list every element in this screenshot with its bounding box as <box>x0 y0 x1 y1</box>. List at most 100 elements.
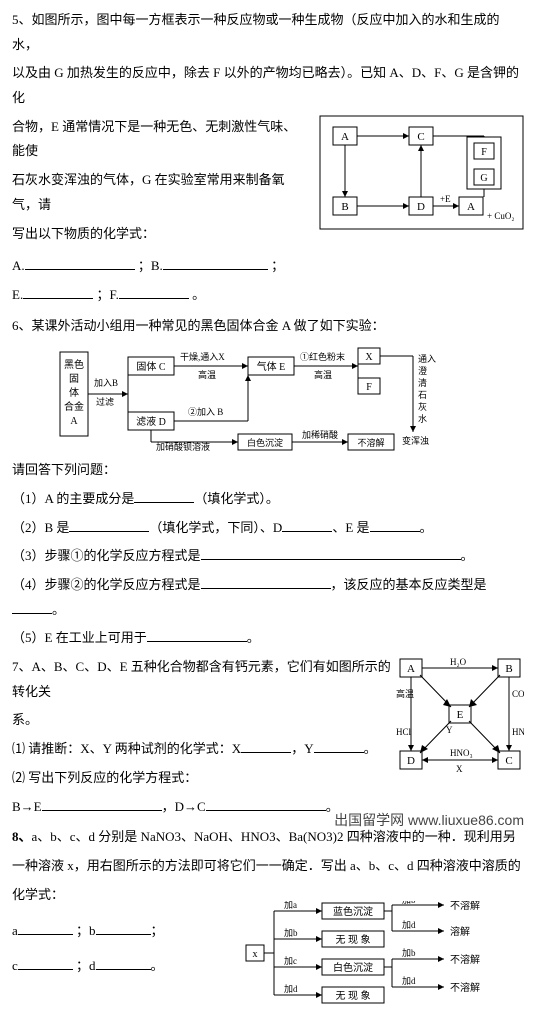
q6-p4-blank2[interactable] <box>12 600 52 614</box>
q8-b-label: ；b <box>76 923 96 938</box>
svg-text:不溶解: 不溶解 <box>357 437 384 448</box>
svg-text:黑色: 黑色 <box>64 358 84 371</box>
svg-text:CO₂: CO₂ <box>512 689 524 699</box>
q5-line4: 石灰水变浑浊的气体，G 在实验室常用来制备氧气，请 <box>12 168 302 217</box>
svg-text:高温: 高温 <box>396 688 414 699</box>
svg-text:通入: 通入 <box>418 354 436 364</box>
svg-text:石: 石 <box>418 390 427 400</box>
q8-d-blank[interactable] <box>96 956 151 970</box>
q6-p4-blank1[interactable] <box>201 575 331 589</box>
q6-p1a: （1）A 的主要成分是 <box>12 491 134 506</box>
q6-p1: （1）A 的主要成分是 （填化学式）。 <box>12 487 524 512</box>
svg-text:X: X <box>456 764 463 774</box>
q8-d-label: ；d <box>76 958 96 973</box>
q5-b-blank[interactable] <box>163 256 268 270</box>
q7-p1c: 。 <box>364 741 377 756</box>
q7-p3a: B→E <box>12 799 42 814</box>
q6-p5-blank[interactable] <box>147 628 247 642</box>
q5-line1: 5、如图所示，图中每一方框表示一种反应物或一种生成物（反应中加入的水和生成的水， <box>12 8 524 57</box>
q6-p5b: 。 <box>247 630 260 645</box>
q6-p3-blank[interactable] <box>201 546 461 560</box>
q6-p2a: （2）B 是 <box>12 520 69 535</box>
svg-text:加d: 加d <box>402 976 416 986</box>
q6-p2-blank3[interactable] <box>370 518 420 532</box>
q6-p4b: ，该反应的基本反应类型是 <box>331 577 487 592</box>
svg-text:变浑浊: 变浑浊 <box>402 435 429 446</box>
svg-text:B: B <box>341 201 348 213</box>
svg-text:干燥,通入X: 干燥,通入X <box>180 352 225 362</box>
svg-text:蓝色沉淀: 蓝色沉淀 <box>333 905 373 918</box>
q7-p3b: ，D→C <box>162 799 206 814</box>
q6-p1b: （填化学式）。 <box>194 491 279 506</box>
svg-text:+E: +E <box>440 194 451 204</box>
svg-text:不溶解: 不溶解 <box>450 981 480 994</box>
q7-be-blank[interactable] <box>42 797 162 811</box>
svg-text:A: A <box>341 131 349 143</box>
svg-text:高温: 高温 <box>198 369 216 380</box>
q7-diagram: A B D C E H₂O CO₂HNO₃ HNO₃X 高温HCl Y <box>396 655 524 775</box>
q8-sep1: ； <box>151 923 164 938</box>
svg-text:D: D <box>407 755 415 767</box>
svg-text:②加入 B: ②加入 B <box>188 407 223 417</box>
q5-e-blank[interactable] <box>23 285 93 299</box>
q6-p4a: （4）步骤②的化学反应方程式是 <box>12 577 201 592</box>
svg-text:HNO₃: HNO₃ <box>512 727 524 737</box>
svg-text:加入B: 加入B <box>94 378 118 388</box>
q6-p3a: （3）步骤①的化学反应方程式是 <box>12 548 201 563</box>
q8-c-blank[interactable] <box>18 956 73 970</box>
q8-line2: 一种溶液 x，用右图所示的方法即可将它们一一确定．写出 a、b、c、d 四种溶液… <box>12 854 524 879</box>
svg-text:溶解: 溶解 <box>450 925 470 938</box>
svg-text:B: B <box>505 663 512 675</box>
svg-text:加b: 加b <box>284 928 298 938</box>
svg-text:白色沉淀: 白色沉淀 <box>247 437 283 448</box>
svg-text:加d: 加d <box>284 984 298 994</box>
q7-p1b: ，Y <box>291 741 313 756</box>
q6-p2-blank2[interactable] <box>282 518 332 532</box>
q7-line2: 系。 <box>12 708 392 733</box>
q8-ans-row1: a ；b； <box>12 919 222 944</box>
q5-answer-row2: E. ；F. 。 <box>12 283 524 308</box>
svg-text:不溶解: 不溶解 <box>450 901 480 912</box>
svg-text:不溶解: 不溶解 <box>450 953 480 966</box>
q6-p2c: 、E 是 <box>332 520 369 535</box>
q6-line1: 6、某课外活动小组用一种常见的黑色固体合金 A 做了如下实验： <box>12 314 524 339</box>
svg-text:高温: 高温 <box>314 369 332 380</box>
svg-text:加b: 加b <box>402 901 416 905</box>
svg-text:滤液 D: 滤液 D <box>136 415 166 428</box>
q5-answer-row1: A. ；B. ； <box>12 254 302 279</box>
q6-p5a: （5）E 在工业上可用于 <box>12 630 147 645</box>
svg-text:加a: 加a <box>284 901 297 910</box>
q7-p1a: ⑴ 请推断：X、Y 两种试剂的化学式：X <box>12 741 241 756</box>
q6-p1-blank[interactable] <box>134 489 194 503</box>
q7-x-blank[interactable] <box>241 739 291 753</box>
q5-line5: 写出以下物质的化学式： <box>12 222 302 247</box>
q8-b-blank[interactable] <box>96 921 151 935</box>
svg-text:固: 固 <box>69 373 79 385</box>
svg-text:①红色粉末: ①红色粉末 <box>300 351 345 362</box>
svg-text:C: C <box>417 131 424 143</box>
svg-text:HNO₃: HNO₃ <box>450 748 473 758</box>
svg-text:加稀硝酸: 加稀硝酸 <box>302 429 338 440</box>
q8-num: 8、 <box>12 829 32 844</box>
q5-a-blank[interactable] <box>25 256 135 270</box>
footer-watermark: 出国留学网 www.liuxue86.com <box>334 807 524 834</box>
svg-text:F: F <box>481 147 487 158</box>
q5-b-label: ；B. <box>138 258 163 273</box>
q6-p2-blank1[interactable] <box>69 518 149 532</box>
svg-text:无 现 象: 无 现 象 <box>336 934 371 946</box>
svg-text:HCl: HCl <box>396 727 412 737</box>
svg-text:水: 水 <box>418 413 427 424</box>
svg-text:C: C <box>505 755 512 767</box>
svg-text:+ CuO₂: + CuO₂ <box>487 211 514 221</box>
q7-line1: 7、A、B、C、D、E 五种化合物都含有钙元素，它们有如图所示的转化关 <box>12 655 392 704</box>
q8-a-blank[interactable] <box>18 921 73 935</box>
svg-text:H₂O: H₂O <box>450 657 467 667</box>
svg-text:X: X <box>365 352 373 363</box>
svg-text:x: x <box>253 949 258 960</box>
q7-y-blank[interactable] <box>314 739 364 753</box>
q6-diagram: 黑色 固 体 合金 A 加入B过滤 固体 C 滤液 D 干燥,通入X高温 气体 … <box>58 342 478 452</box>
q8-ans-row2: c ；d。 <box>12 954 222 979</box>
svg-text:过滤: 过滤 <box>96 396 114 407</box>
q5-f-blank[interactable] <box>119 285 189 299</box>
q7-dc-blank[interactable] <box>206 797 326 811</box>
